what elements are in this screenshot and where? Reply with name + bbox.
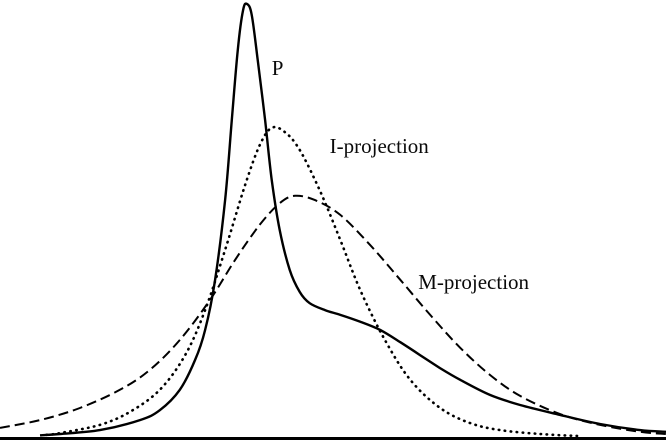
curve-p [39,2,666,437]
curve-i-projection [45,125,582,438]
curve-m-projection [0,194,666,435]
curves-group [0,2,666,438]
